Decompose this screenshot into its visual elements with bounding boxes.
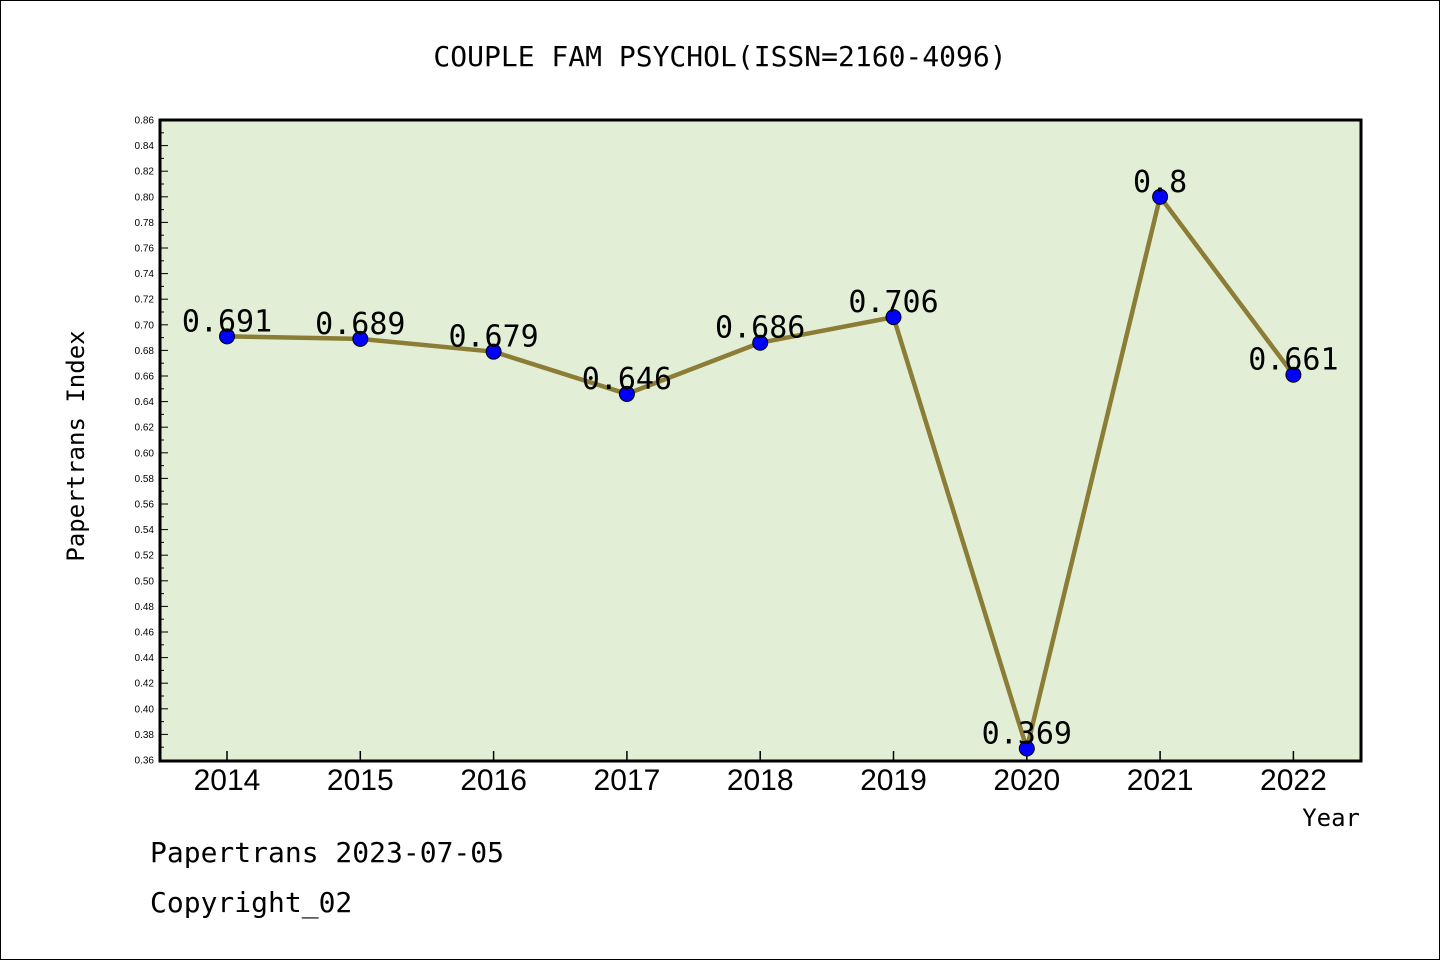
- data-labels: 0.691 0.689 0.679 0.646 0.686 0.706 0.369 0.8 0.…: [182, 165, 1339, 752]
- data-label: 0.706: [848, 285, 938, 320]
- chart-title: COUPLE FAM PSYCHOL(ISSN=2160-4096): [433, 40, 1006, 73]
- y-tick-label: 0.60: [135, 448, 155, 459]
- y-tick-label: 0.74: [135, 269, 155, 280]
- y-tick-label: 0.42: [135, 679, 155, 690]
- y-tick-label: 0.86: [135, 116, 155, 127]
- data-label: 0.661: [1248, 343, 1338, 378]
- data-label: 0.679: [448, 320, 538, 355]
- y-tick-label: 0.76: [135, 244, 155, 255]
- data-label: 0.646: [582, 362, 672, 397]
- x-tick-label: 2020: [993, 764, 1060, 797]
- y-axis: 0.36 0.38 0.40 0.42 0.44 0.46 0.48 0.50 0.52 0.54…: [135, 116, 168, 767]
- data-label: 0.691: [182, 304, 272, 339]
- data-point-marker: [1285, 366, 1302, 383]
- y-tick-label: 0.72: [135, 295, 155, 306]
- x-tick-label: 2016: [460, 764, 527, 797]
- y-tick-label: 0.50: [135, 576, 155, 587]
- x-tick-label: 2014: [194, 764, 261, 797]
- plot-area: [158, 118, 1363, 763]
- y-tick-label: 0.84: [135, 141, 155, 152]
- series-markers: [219, 188, 1302, 757]
- x-axis: 2014 2015 2016 2017 2018 2019 2020 2021 2022: [194, 751, 1327, 797]
- data-label: 0.686: [715, 311, 805, 346]
- data-point-marker: [1018, 740, 1035, 757]
- y-tick-label: 0.38: [135, 730, 155, 741]
- y-tick-label: 0.78: [135, 218, 155, 229]
- x-tick-label: 2015: [327, 764, 394, 797]
- y-tick-label: 0.40: [135, 704, 155, 715]
- data-point-marker: [1152, 188, 1169, 205]
- footer-copyright: Copyright_02: [150, 886, 353, 919]
- y-tick-label: 0.52: [135, 551, 155, 562]
- y-tick-label: 0.54: [135, 525, 155, 536]
- x-tick-label: 2018: [727, 764, 794, 797]
- data-point-marker: [219, 328, 235, 345]
- y-tick-label: 0.48: [135, 602, 155, 613]
- y-tick-label: 0.64: [135, 397, 155, 408]
- data-point-marker: [352, 330, 369, 347]
- y-tick-label: 0.66: [135, 372, 155, 383]
- data-point-marker: [485, 343, 502, 360]
- footer-date: Papertrans 2023-07-05: [150, 836, 505, 869]
- data-label: 0.8: [1133, 165, 1187, 200]
- data-point-marker: [752, 334, 769, 351]
- x-tick-label: 2019: [860, 764, 927, 797]
- data-point-marker: [618, 385, 635, 402]
- y-tick-label: 0.58: [135, 474, 155, 485]
- y-axis-label: Papertrans Index: [62, 330, 90, 561]
- x-tick-label: 2017: [594, 764, 661, 797]
- y-tick-label: 0.56: [135, 500, 155, 511]
- x-tick-label: 2022: [1260, 764, 1327, 797]
- x-axis-label: Year: [1302, 804, 1360, 832]
- data-label: 0.689: [315, 307, 405, 342]
- y-tick-label: 0.70: [135, 320, 155, 331]
- data-point-marker: [885, 309, 902, 326]
- y-tick-label: 0.62: [135, 423, 155, 434]
- y-tick-label: 0.82: [135, 167, 155, 178]
- y-tick-label: 0.68: [135, 346, 155, 357]
- y-tick-label: 0.36: [135, 756, 155, 767]
- y-tick-label: 0.80: [135, 192, 155, 203]
- y-tick-label: 0.44: [135, 653, 155, 664]
- data-label: 0.369: [982, 716, 1072, 751]
- y-tick-label: 0.46: [135, 628, 155, 639]
- x-tick-label: 2021: [1127, 764, 1194, 797]
